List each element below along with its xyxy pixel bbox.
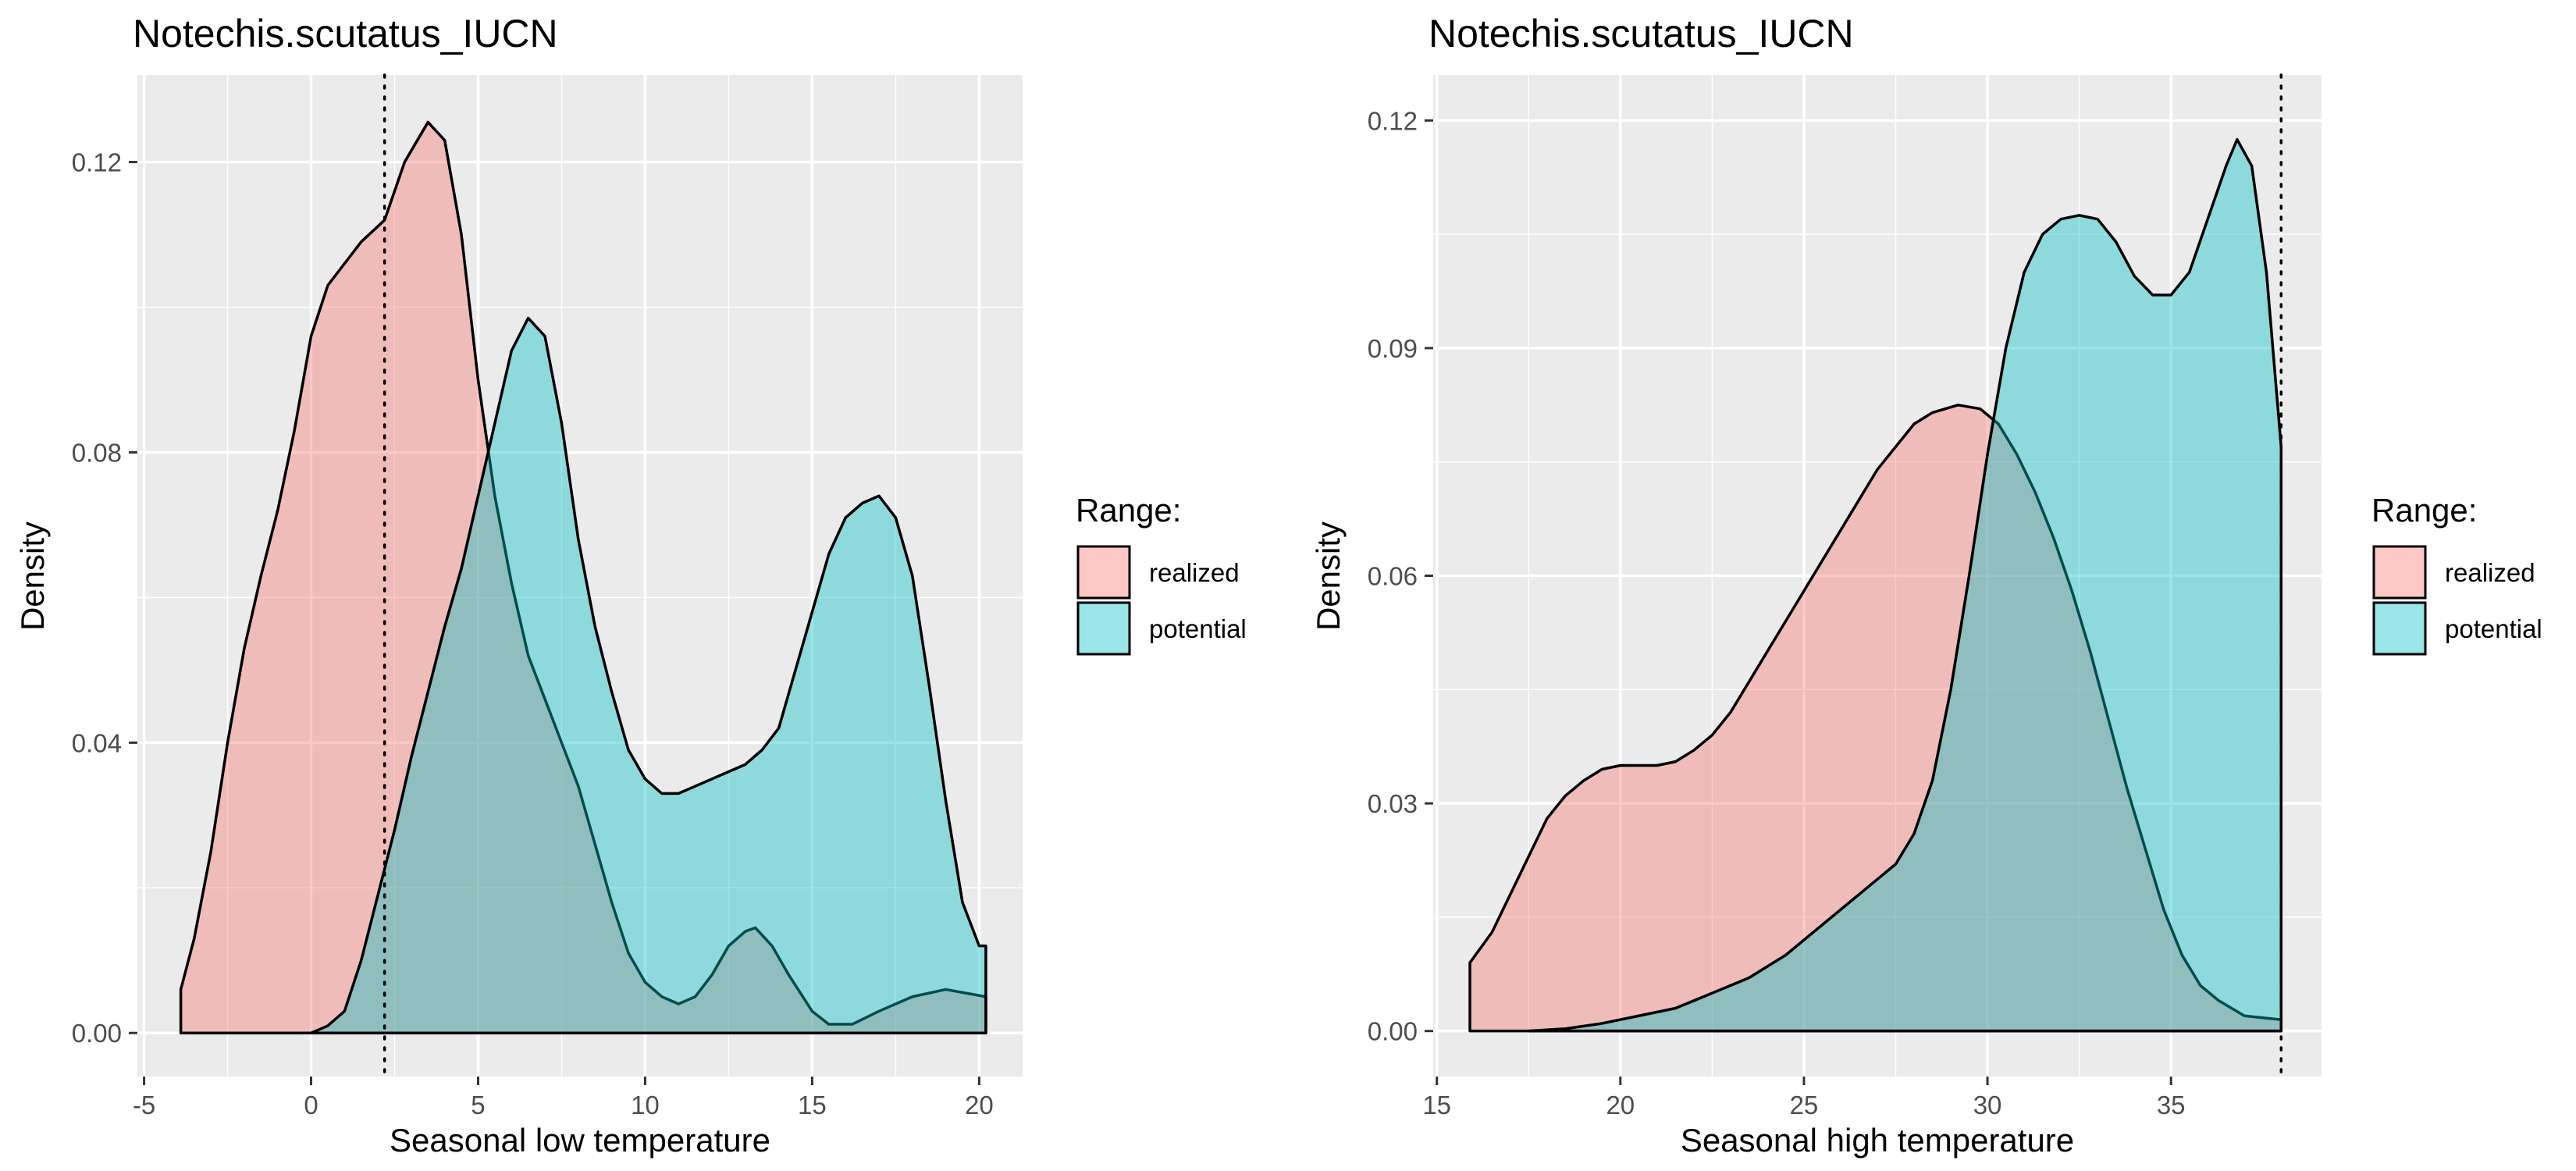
x-tick-label: 20: [1606, 1091, 1635, 1119]
left-chart-title: Notechis.scutatus_IUCN: [133, 12, 558, 55]
y-tick-label: 0.12: [1368, 106, 1418, 135]
y-tick-label: 0.08: [72, 438, 122, 467]
right-legend-title: Range:: [2371, 492, 2477, 529]
right-legend-label-realized: realized: [2445, 558, 2535, 587]
right-x-axis-title: Seasonal high temperature: [1681, 1122, 2074, 1159]
left-legend-title: Range:: [1076, 492, 1181, 529]
y-tick-label: 0.06: [1368, 562, 1418, 591]
right-legend: Range: realized potential: [2371, 492, 2542, 656]
x-tick-label: 20: [965, 1091, 994, 1119]
y-tick-label: 0.00: [72, 1019, 122, 1048]
right-density-areas: [1468, 137, 2283, 1033]
right-x-axis-ticks: 15 20 25 30 35: [1422, 1077, 2186, 1119]
y-tick-label: 0.12: [72, 148, 122, 177]
left-x-axis-ticks: -5 0 5 10 15 20: [133, 1077, 994, 1119]
x-tick-label: -5: [133, 1091, 155, 1119]
right-y-axis-ticks: 0.00 0.03 0.06 0.09 0.12: [1368, 106, 1433, 1046]
left-density-areas: [179, 120, 987, 1034]
right-y-axis-title: Density: [1310, 521, 1347, 631]
x-tick-label: 0: [304, 1091, 318, 1119]
left-panel-background: [137, 75, 1023, 1077]
x-tick-label: 15: [798, 1091, 827, 1119]
right-legend-key-realized: [2372, 545, 2427, 600]
x-tick-label: 10: [631, 1091, 660, 1119]
right-chart: Notechis.scutatus_IUCN 15 20 25 30 35 0.000.…: [1310, 12, 2542, 1159]
left-legend: Range: realized potential: [1076, 492, 1247, 656]
left-legend-label-potential: potential: [1149, 614, 1247, 643]
left-chart: Notechis.scutatus_IUCN -5 0 5 10 15 20 0.000.…: [14, 12, 1247, 1159]
right-legend-key-potential: [2372, 601, 2427, 656]
x-tick-label: 30: [1973, 1091, 2002, 1119]
right-gridlines: [1433, 75, 2322, 1077]
left-x-axis-title: Seasonal low temperature: [390, 1122, 770, 1159]
density-area-potential: [1527, 137, 2283, 1033]
right-legend-label-potential: potential: [2445, 614, 2542, 643]
right-chart-title: Notechis.scutatus_IUCN: [1429, 12, 1854, 55]
left-legend-label-realized: realized: [1149, 558, 1240, 587]
left-legend-key-potential: [1076, 601, 1131, 656]
left-y-axis-title: Density: [14, 521, 51, 631]
density-area-realized: [1468, 404, 2283, 1033]
y-tick-label: 0.09: [1368, 334, 1418, 363]
left-legend-key-realized: [1076, 545, 1131, 600]
density-area-potential: [309, 316, 987, 1034]
density-area-realized: [179, 120, 987, 1034]
x-tick-label: 35: [2157, 1091, 2186, 1119]
x-tick-label: 15: [1422, 1091, 1451, 1119]
x-tick-label: 5: [471, 1091, 485, 1119]
left-y-axis-ticks: 0.00 0.04 0.08 0.12: [72, 148, 137, 1048]
y-tick-label: 0.03: [1368, 789, 1418, 818]
y-tick-label: 0.00: [1368, 1017, 1418, 1046]
y-tick-label: 0.04: [72, 728, 122, 757]
x-tick-label: 25: [1790, 1091, 1819, 1119]
